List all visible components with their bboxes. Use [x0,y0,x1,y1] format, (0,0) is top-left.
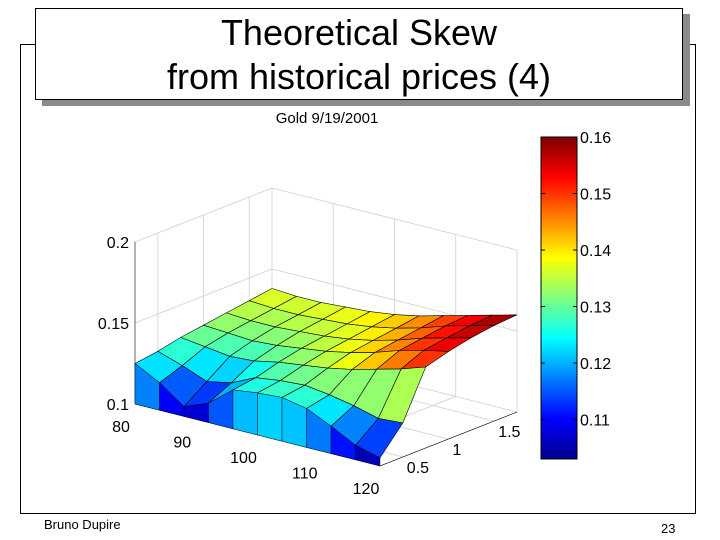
colorbar-tick-label: 0.13 [580,300,611,317]
page-number: 23 [661,521,676,536]
x-tick-label: 80 [112,419,130,436]
surface-skirt [232,389,258,436]
x-tick-label: 100 [230,450,257,467]
x-tick-label: 120 [353,481,380,498]
grid-line [134,268,273,324]
grid-line [271,187,518,251]
z-tick-label: 0.2 [107,235,129,252]
x-tick-label: 110 [292,466,318,483]
z-tick-label: 0.15 [98,316,129,333]
z-tick-label: 0.1 [107,397,129,414]
x-tick-label: 90 [173,435,191,452]
y-tick-label: 0.5 [407,460,429,477]
axis-tick-labels: 0.1 0.15 0.2 80 90 100 110 120 0.5 1 1.5 [98,235,521,498]
surface-skirt [183,402,209,423]
y-tick-label: 1.5 [498,424,520,441]
colorbar-tick-label: 0.11 [580,413,610,430]
grid-line [134,187,273,243]
title-line-2: from historical prices (4) [166,56,552,97]
surface-skirt [355,444,381,467]
colorbar-gradient [540,136,578,460]
y-tick-label: 1 [453,442,462,459]
colorbar: 0.11 0.12 0.13 0.14 0.15 0.16 [540,130,611,460]
colorbar-tick-label: 0.15 [580,187,611,204]
colorbar-tick-label: 0.14 [580,243,611,260]
surface-skirt [257,392,283,442]
footer-author: Bruno Dupire [44,517,121,532]
chart-subtitle: Gold 9/19/2001 [276,110,379,127]
surface-mesh [134,288,518,467]
colorbar-tick-label: 0.12 [580,356,611,373]
title-line-1: Theoretical Skew [220,12,498,53]
axis-y [379,411,518,467]
colorbar-tick-label: 0.16 [580,130,611,147]
title-box: Theoretical Skew from historical prices … [35,8,683,100]
